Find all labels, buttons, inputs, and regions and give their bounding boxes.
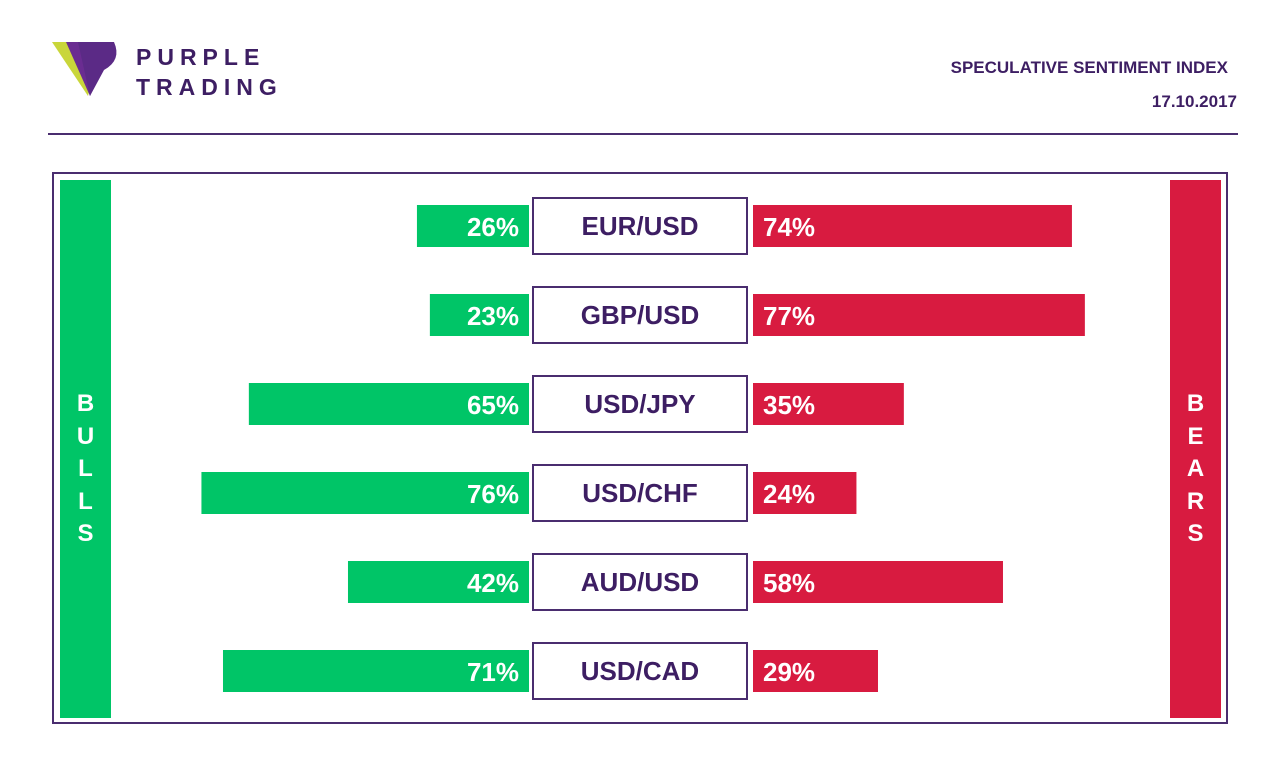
report-date: 17.10.2017 <box>1151 92 1237 111</box>
pair-label-5: USD/CAD <box>532 642 748 700</box>
bull-pct-label-2: 65% <box>467 390 519 420</box>
bull-bar-3 <box>201 472 529 514</box>
brand-line-1: PURPLE <box>136 44 266 70</box>
pair-label-4: AUD/USD <box>532 553 748 611</box>
purple-trading-logo-icon <box>52 42 117 96</box>
pair-label-3: USD/CHF <box>532 464 748 522</box>
bear-bar-0 <box>753 205 1072 247</box>
bull-pct-label-1: 23% <box>467 301 519 331</box>
brand-line-2: TRADING <box>136 74 283 100</box>
bull-bar-5 <box>222 650 530 692</box>
bear-pct-label-4: 58% <box>763 568 815 598</box>
bear-bar-1 <box>753 294 1085 336</box>
page-title: SPECULATIVE SENTIMENT INDEX <box>950 58 1228 77</box>
bear-pct-label-5: 29% <box>763 657 815 687</box>
bear-pct-label-0: 74% <box>763 212 815 242</box>
bear-pct-label-1: 77% <box>763 301 815 331</box>
bull-bar-4 <box>347 561 529 603</box>
bull-pct-label-0: 26% <box>467 212 519 242</box>
bull-bar-0 <box>416 205 529 247</box>
pair-label-0: EUR/USD <box>532 197 748 255</box>
brand-name: PURPLE TRADING <box>136 42 283 102</box>
bear-pct-label-3: 24% <box>763 479 815 509</box>
bear-bar-3 <box>753 472 857 514</box>
bull-pct-label-4: 42% <box>467 568 519 598</box>
bear-bar-2 <box>753 383 904 425</box>
bull-bar-1 <box>429 294 529 336</box>
bear-bar-4 <box>753 561 1003 603</box>
bear-bar-5 <box>753 650 878 692</box>
bull-pct-label-5: 71% <box>467 657 519 687</box>
pair-label-1: GBP/USD <box>532 286 748 344</box>
bull-pct-label-3: 76% <box>467 479 519 509</box>
chart-frame <box>52 172 1228 724</box>
bull-bar-2 <box>248 383 529 425</box>
bear-pct-label-2: 35% <box>763 390 815 420</box>
header-divider <box>48 133 1238 135</box>
pair-label-2: USD/JPY <box>532 375 748 433</box>
